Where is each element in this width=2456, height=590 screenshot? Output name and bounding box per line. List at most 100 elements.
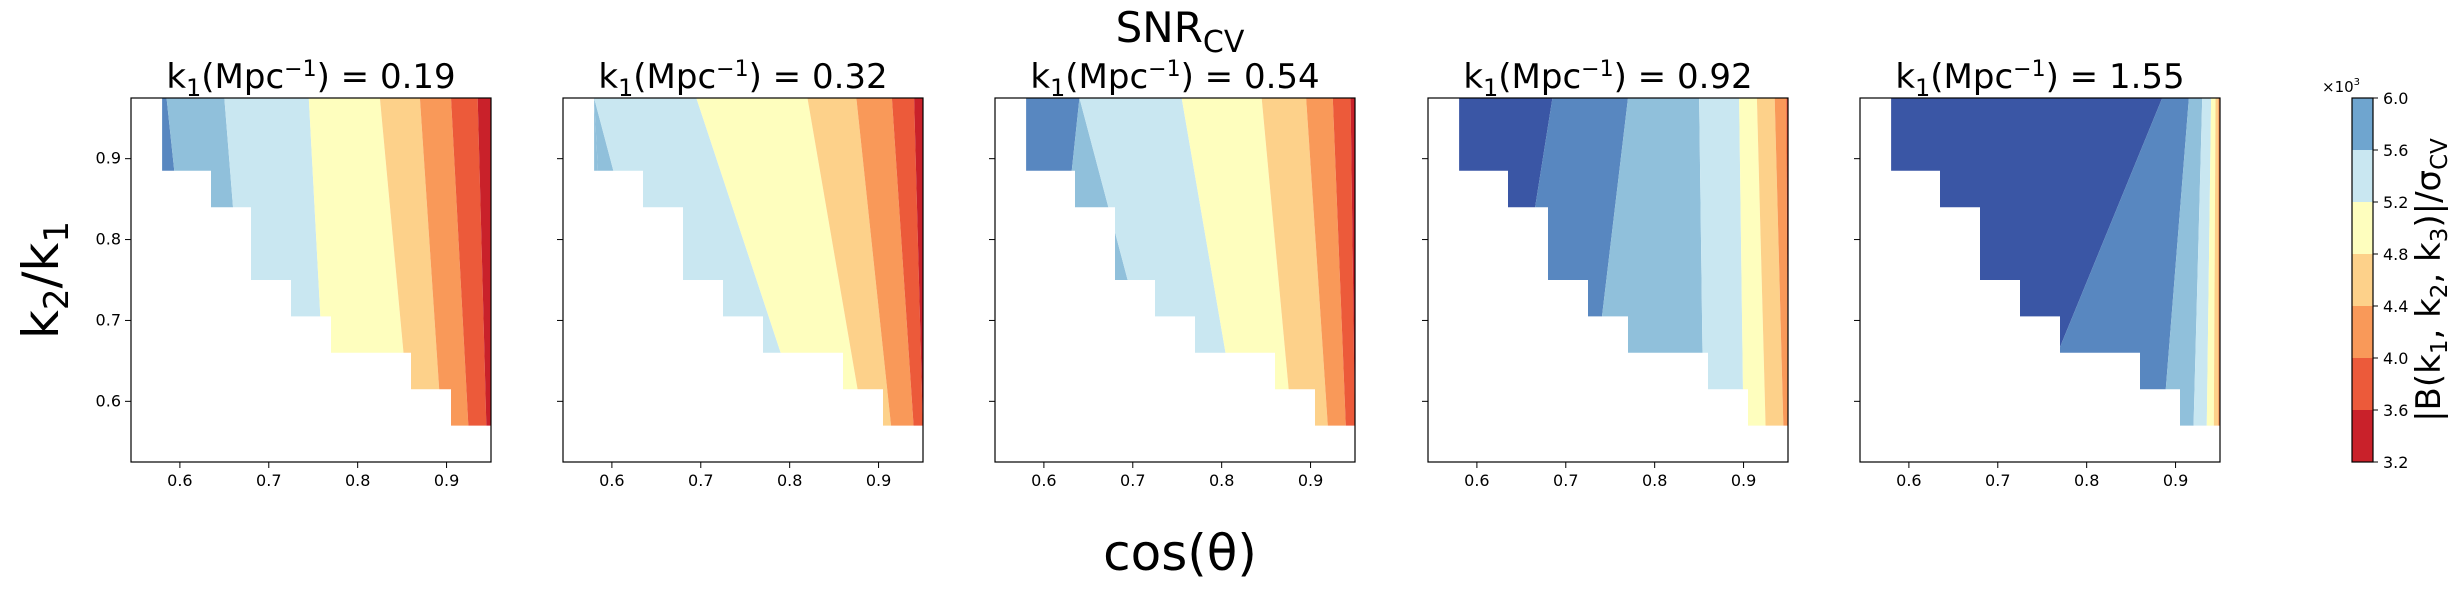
x-tick-label: 0.6 (599, 471, 624, 490)
x-tick-label: 0.8 (345, 471, 370, 490)
y-tick-label: 0.8 (96, 230, 121, 249)
contour-band (891, 98, 923, 426)
panel-title: k1(Mpc−1) = 0.32 (598, 57, 887, 102)
x-tick-label: 0.7 (688, 471, 713, 490)
contour-band (914, 98, 923, 426)
x-tick-label: 0.6 (1031, 471, 1056, 490)
contour-band (1261, 98, 1329, 426)
contour-band (1350, 98, 1355, 426)
x-tick-label: 0.9 (1731, 471, 1756, 490)
contour-band (2193, 98, 2212, 426)
figure-xlabel: cos(θ) (1103, 524, 1257, 582)
contour-band (2206, 98, 2216, 426)
contour-band (1332, 98, 1355, 426)
colorbar-band (2352, 358, 2373, 410)
colorbar-band (2352, 254, 2373, 306)
x-tick-label: 0.9 (434, 471, 459, 490)
x-tick-label: 0.7 (1553, 471, 1578, 490)
colorbar-multiplier: ×103 (2322, 77, 2360, 96)
panel-3: 0.6 0.7 0.8 0.9 k1(Mpc−1) = 0.54 (989, 57, 1356, 490)
contour-band (1774, 98, 1788, 426)
contour-band (807, 98, 892, 426)
contour-band (308, 98, 411, 426)
contour-band (1699, 98, 1744, 426)
colorbar-band (2352, 306, 2373, 358)
contour-band (1459, 98, 1553, 426)
colorbar-tick-label: 4.4 (2383, 297, 2408, 316)
y-tick-label: 0.7 (96, 310, 121, 329)
panel-title: k1(Mpc−1) = 0.19 (166, 57, 455, 102)
panel-title: k1(Mpc−1) = 0.54 (1030, 57, 1319, 102)
contour-fill (162, 98, 491, 426)
axes-frame (1427, 97, 1789, 463)
contour-fill (1026, 98, 1355, 426)
panel-title: k1(Mpc−1) = 1.55 (1895, 57, 2184, 102)
x-tick-label: 0.6 (1896, 471, 1921, 490)
axes-frame (1859, 97, 2221, 463)
x-tick-label: 0.7 (1985, 471, 2010, 490)
contour-band (379, 98, 443, 426)
colorbar-tick-label: 5.2 (2383, 193, 2408, 212)
colorbar-ticks: 3.2 3.6 4.0 4.4 4.8 5.2 5.6 6.0 (2373, 89, 2408, 472)
contour-band (1026, 98, 1080, 426)
contour-band (2024, 98, 2189, 426)
x-tick-label: 0.8 (777, 471, 802, 490)
x-tick-label: 0.7 (1120, 471, 1145, 490)
colorbar-tick-label: 5.6 (2383, 141, 2408, 160)
colorbar-tick-label: 3.6 (2383, 401, 2408, 420)
contour-fill (1459, 98, 1788, 426)
panel-4: 0.6 0.7 0.8 0.9 k1(Mpc−1) = 0.92 (1422, 57, 1789, 490)
contour-band (1739, 98, 1766, 426)
contour-band (2213, 98, 2219, 426)
y-tick-label: 0.9 (96, 149, 121, 168)
colorbar-band (2352, 150, 2373, 202)
panel-1: 0.6 0.7 0.8 0.9 0.6 0.7 0.8 0.9 k1(Mpc−1) = 0.19 (96, 57, 492, 490)
contour-band (1181, 98, 1293, 426)
colorbar: 3.2 3.6 4.0 4.4 4.8 5.2 5.6 6.0 ×103 |B(k1, k2,… (2322, 77, 2453, 472)
panel-title: k1(Mpc−1) = 0.92 (1463, 57, 1752, 102)
x-tick-label: 0.8 (1642, 471, 1667, 490)
contour-band (2220, 98, 2264, 434)
panel-5: 0.6 0.7 0.8 0.9 k1(Mpc−1) = 1.55 (1854, 57, 2264, 490)
x-tick-label: 0.9 (1298, 471, 1323, 490)
colorbar-band (2352, 410, 2373, 462)
y-tick-label: 0.6 (96, 391, 121, 410)
contour-band (419, 98, 469, 426)
x-tick-label: 0.8 (2074, 471, 2099, 490)
colorbar-tick-label: 3.2 (2383, 453, 2408, 472)
figure-ylabel: k2/k1 (12, 221, 77, 339)
colorbar-tick-label: 6.0 (2383, 89, 2408, 108)
contour-band (477, 98, 491, 426)
contour-band (1756, 98, 1784, 426)
panel-2: 0.6 0.7 0.8 0.9 k1(Mpc−1) = 0.32 (557, 57, 924, 490)
colorbar-tick-label: 4.0 (2383, 349, 2408, 368)
contour-band (2162, 98, 2203, 426)
x-tick-label: 0.8 (1209, 471, 1234, 490)
axes-frame (994, 97, 1356, 463)
contour-band (1306, 98, 1347, 426)
contour-band (856, 98, 915, 426)
contour-fill (594, 98, 923, 426)
colorbar-label: |B(k1, k2, k3)|/σCV (2409, 138, 2453, 422)
figure-suptitle: SNRCV (1116, 3, 1245, 60)
contour-band (696, 98, 866, 426)
contour-band (224, 98, 327, 426)
contour-band (1786, 98, 1788, 426)
axes-frame (130, 97, 492, 463)
colorbar-band (2352, 98, 2373, 150)
colorbar-frame (2351, 97, 2374, 463)
axes-frame (562, 97, 924, 463)
colorbar-band (2352, 202, 2373, 254)
panels-group: 0.6 0.7 0.8 0.9 0.6 0.7 0.8 0.9 k1(Mpc−1) = 0.19… (96, 57, 2264, 490)
x-tick-label: 0.9 (866, 471, 891, 490)
x-tick-label: 0.7 (256, 471, 281, 490)
contour-fill (1891, 98, 2264, 434)
x-tick-label: 0.9 (2163, 471, 2188, 490)
colorbar-tick-label: 4.8 (2383, 245, 2408, 264)
colorbar-bands (2352, 98, 2373, 462)
contour-band (1079, 98, 1240, 426)
x-tick-label: 0.6 (167, 471, 192, 490)
x-tick-label: 0.6 (1464, 471, 1489, 490)
contour-band (451, 98, 487, 426)
